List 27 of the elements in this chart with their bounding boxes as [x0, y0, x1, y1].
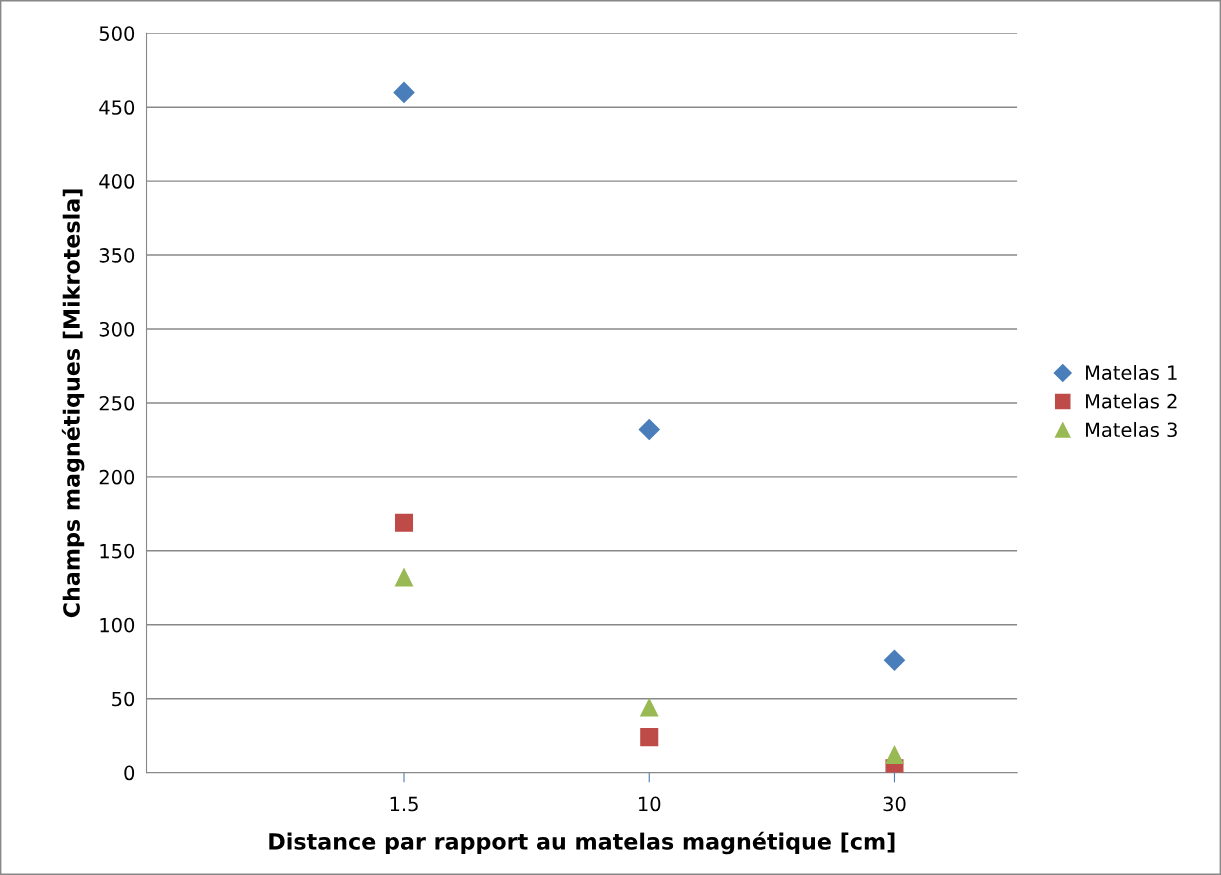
y-tick-label: 500 [99, 26, 135, 41]
y-tick-label: 350 [99, 248, 135, 263]
y-tick-label: 250 [99, 395, 135, 411]
legend-label: Matelas 2 [1086, 393, 1177, 409]
y-tick-label: 400 [99, 174, 135, 189]
y-tick-label: 150 [100, 543, 135, 559]
x-tick-label: 10 [639, 796, 661, 812]
y-tick-label: 100 [100, 617, 135, 633]
x-tick-label: 30 [883, 796, 906, 812]
point [638, 419, 660, 441]
y-tick-label: 300 [99, 321, 135, 337]
x-tick-label: 1.5 [390, 796, 418, 812]
point [883, 649, 905, 671]
y-tick-label: 450 [99, 100, 135, 115]
y-tick-label: 200 [99, 469, 135, 485]
point [640, 698, 659, 717]
y-tick-label: 0 [124, 765, 135, 781]
point [393, 81, 415, 103]
y-tick-label: 50 [112, 691, 135, 707]
point [640, 728, 659, 747]
y-axis-title: Champs magnétiques [Mikrotesla] [61, 189, 85, 618]
legend-label: Matelas 1 [1086, 364, 1177, 381]
legend-label: Matelas 3 [1086, 422, 1177, 438]
point [885, 745, 904, 764]
point [394, 513, 414, 532]
point [394, 568, 414, 587]
x-axis-title: Distance par rapport au matelas magnétique [cm] [269, 831, 895, 855]
